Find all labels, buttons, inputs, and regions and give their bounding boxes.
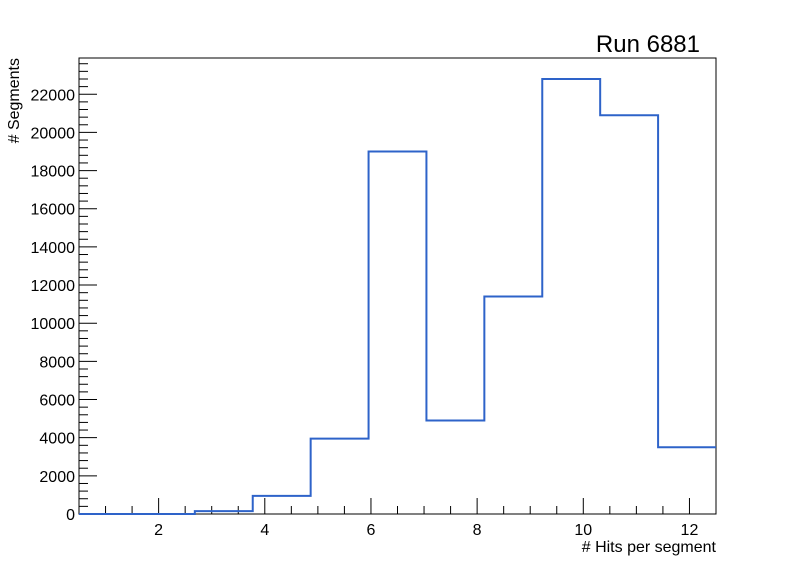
histogram-bin bbox=[426, 421, 484, 514]
x-axis-label: # Hits per segment bbox=[582, 539, 717, 556]
y-tick-label: 10000 bbox=[31, 316, 76, 333]
y-tick-label: 4000 bbox=[39, 431, 75, 448]
histogram-bin bbox=[369, 151, 427, 514]
histogram-bin bbox=[658, 447, 716, 514]
y-tick-label: 0 bbox=[66, 507, 75, 524]
y-tick-label: 12000 bbox=[31, 278, 76, 295]
histogram-bin bbox=[253, 496, 311, 514]
y-tick-label: 2000 bbox=[39, 469, 75, 486]
histogram-bin bbox=[600, 115, 658, 514]
x-tick-label: 10 bbox=[574, 522, 592, 539]
histogram-bin bbox=[311, 439, 369, 514]
y-axis-label: # Segments bbox=[6, 58, 23, 143]
x-tick-label: 8 bbox=[473, 522, 482, 539]
x-tick-label: 2 bbox=[154, 522, 163, 539]
x-tick-label: 4 bbox=[260, 522, 269, 539]
histogram-line bbox=[79, 77, 716, 515]
x-tick-label: 6 bbox=[367, 522, 376, 539]
y-tick-label: 6000 bbox=[39, 393, 75, 410]
y-tick-label: 20000 bbox=[31, 125, 76, 142]
y-tick-label: 16000 bbox=[31, 202, 76, 219]
axes bbox=[78, 57, 717, 515]
ticks: 2 4 6 8 10 12 0 2000 4000 6000 8000 10000 12000 14000… bbox=[31, 63, 717, 539]
x-tick-label: 12 bbox=[681, 522, 699, 539]
chart-title: Run 6881 bbox=[596, 31, 700, 58]
y-tick-label: 8000 bbox=[39, 354, 75, 371]
histogram-bin bbox=[542, 79, 600, 514]
y-tick-label: 14000 bbox=[31, 240, 76, 257]
y-tick-label: 22000 bbox=[31, 87, 76, 104]
y-tick-label: 18000 bbox=[31, 164, 76, 181]
histogram-bin bbox=[484, 296, 542, 514]
